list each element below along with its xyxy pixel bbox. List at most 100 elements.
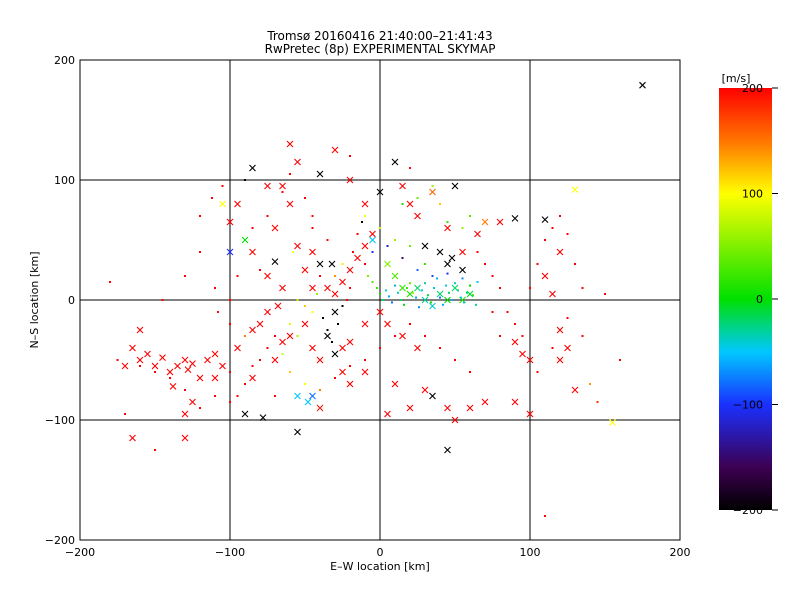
data-point-dot [388,295,390,298]
data-point-dot [356,233,359,235]
data-point-x [294,428,301,436]
data-point-dot [424,282,426,285]
data-point-dot [341,263,344,265]
data-point-x [264,182,271,190]
data-point-dot [251,365,254,367]
data-point-x [294,392,301,400]
data-point-x [346,380,354,388]
y-tick-label: −200 [45,534,75,547]
data-point-dot [442,303,444,306]
data-point-x [541,216,549,223]
data-point-x [204,356,211,364]
data-point-dot [161,299,164,301]
data-point-x [184,366,192,373]
data-point-x [406,200,414,208]
data-point-dot [433,287,435,289]
data-point-dot [221,185,224,187]
data-point-dot [236,395,239,397]
data-point-x [121,362,129,370]
data-point-x [361,242,369,250]
data-point-x [399,182,406,190]
data-point-x [421,386,429,394]
data-point-dot [199,407,201,409]
data-point-x [271,258,279,265]
data-point-dot [427,294,429,297]
data-point-dot [439,203,441,205]
y-tick-label: 200 [54,54,75,67]
data-point-dot [559,215,561,217]
data-point-x [309,392,316,400]
colorbar-tick-label: −100 [733,399,763,412]
data-point-dot [304,383,306,385]
data-point-dot [463,301,465,304]
data-point-dot [401,257,404,259]
x-tick-label: −100 [215,546,245,559]
data-point-dot [116,359,119,361]
data-point-dot [371,251,374,253]
data-point-x [324,332,331,340]
data-point-x [511,398,519,406]
data-point-dot [439,347,441,349]
data-point-dot [431,275,434,277]
data-point-dot [382,299,384,301]
y-tick-label: 0 [68,294,75,307]
data-point-dot [574,263,576,265]
data-point-dot [184,389,186,391]
data-point-dot [349,287,351,289]
colorbar-tick-label: −200 [733,504,763,517]
data-point-x [448,254,456,262]
data-points [109,81,646,517]
data-point-dot [566,233,569,235]
data-point-dot [476,281,479,283]
data-point-x [279,284,286,292]
data-point-dot [391,301,393,304]
data-point-x [234,344,241,352]
data-point-dot [401,203,404,205]
data-point-x [444,296,451,304]
chart-subtitle: RwPretec (8p) EXPERIMENTAL SKYMAP [265,42,496,56]
data-point-x [346,338,354,346]
data-point-dot [341,305,344,307]
data-point-dot [394,284,396,287]
data-point-dot [289,323,291,325]
data-point-x [354,254,361,262]
colorbar-label: [m/s] [722,72,751,85]
data-point-dot [446,272,449,275]
x-axis-ticks: −200 −100 0 100 200 [65,534,691,559]
data-point-x [451,182,459,190]
data-point-x [361,200,369,208]
data-point-dot [349,155,351,157]
data-point-dot [184,275,186,277]
data-point-dot [367,275,369,277]
data-point-x [556,326,564,334]
data-point-x [556,248,564,256]
data-point-x [436,248,444,256]
data-point-dot [409,245,411,247]
data-point-x [286,140,294,148]
data-point-x [496,218,504,226]
data-point-dot [394,239,396,241]
data-point-x [309,284,316,292]
x-tick-label: 200 [670,546,691,559]
data-point-dot [596,401,599,403]
data-point-dot [460,296,462,299]
data-point-dot [581,287,584,289]
data-point-dot [499,287,501,289]
data-point-dot [421,289,423,292]
data-point-x [391,272,399,280]
data-point-dot [326,239,329,241]
grid-lines [80,60,680,540]
data-point-x [331,290,339,298]
data-point-dot [124,413,126,415]
data-point-x [328,260,336,268]
data-point-dot [454,359,456,361]
data-point-dot [379,347,381,349]
data-point-x [136,356,144,364]
data-point-x [399,332,406,340]
data-point-dot [484,263,486,265]
data-point-x [286,200,294,208]
data-point-dot [319,275,321,277]
data-point-dot [544,515,546,517]
data-point-dot [154,371,156,373]
data-point-dot [604,293,606,295]
